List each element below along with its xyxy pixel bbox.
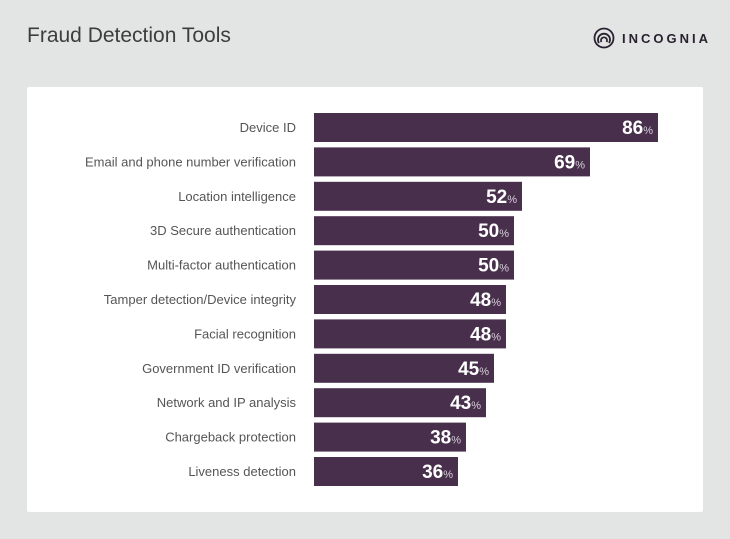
brand-logo: INCOGNIA (593, 27, 711, 49)
value-number: 50 (478, 256, 499, 277)
category-label: 3D Secure authentication (150, 223, 296, 238)
value-number: 52 (486, 187, 507, 208)
bar (314, 147, 590, 177)
value-unit: % (507, 194, 517, 206)
bar (314, 353, 494, 383)
value-number: 43 (450, 393, 471, 414)
bar (314, 181, 522, 211)
value-number: 50 (478, 221, 499, 242)
bar (314, 113, 658, 142)
value-number: 45 (458, 359, 480, 380)
value-label: 69% (554, 152, 585, 173)
value-unit: % (443, 469, 453, 481)
value-label: 43% (450, 393, 481, 414)
value-unit: % (479, 366, 489, 378)
category-label: Tamper detection/Device integrity (104, 292, 297, 307)
page-title: Fraud Detection Tools (27, 24, 231, 47)
value-label: 50% (478, 256, 509, 277)
category-label: Email and phone number verification (85, 154, 296, 169)
value-unit: % (491, 297, 501, 309)
bar (314, 285, 506, 314)
value-unit: % (643, 125, 653, 137)
bar (314, 319, 506, 349)
category-label: Multi-factor authentication (147, 258, 296, 273)
value-unit: % (471, 400, 481, 412)
value-unit: % (451, 435, 461, 447)
value-label: 45% (458, 359, 489, 380)
category-label: Chargeback protection (165, 430, 296, 445)
category-label: Government ID verification (142, 361, 296, 376)
value-number: 86 (622, 118, 643, 139)
value-label: 52% (486, 187, 517, 208)
value-label: 36% (422, 462, 453, 483)
bar (314, 388, 486, 418)
category-label: Liveness detection (188, 464, 296, 479)
value-label: 50% (478, 221, 509, 242)
bar (314, 216, 514, 246)
value-unit: % (575, 159, 585, 171)
value-label: 38% (430, 428, 461, 449)
value-unit: % (499, 228, 509, 240)
category-label: Network and IP analysis (157, 395, 297, 410)
bar (314, 457, 458, 486)
category-label: Device ID (240, 120, 296, 135)
value-unit: % (499, 263, 509, 275)
value-number: 48 (470, 324, 491, 345)
value-number: 69 (554, 152, 575, 173)
value-number: 38 (430, 428, 451, 449)
value-label: 48% (470, 290, 501, 311)
brand-name: INCOGNIA (622, 30, 711, 46)
category-label: Location intelligence (178, 189, 296, 204)
value-number: 48 (470, 290, 491, 311)
bar (314, 250, 514, 280)
category-label: Facial recognition (194, 326, 296, 341)
value-label: 48% (470, 324, 501, 345)
value-label: 86% (622, 118, 653, 139)
incognia-logo-icon (593, 27, 615, 49)
value-unit: % (491, 331, 501, 343)
value-number: 36 (422, 462, 443, 483)
bar (314, 422, 466, 452)
